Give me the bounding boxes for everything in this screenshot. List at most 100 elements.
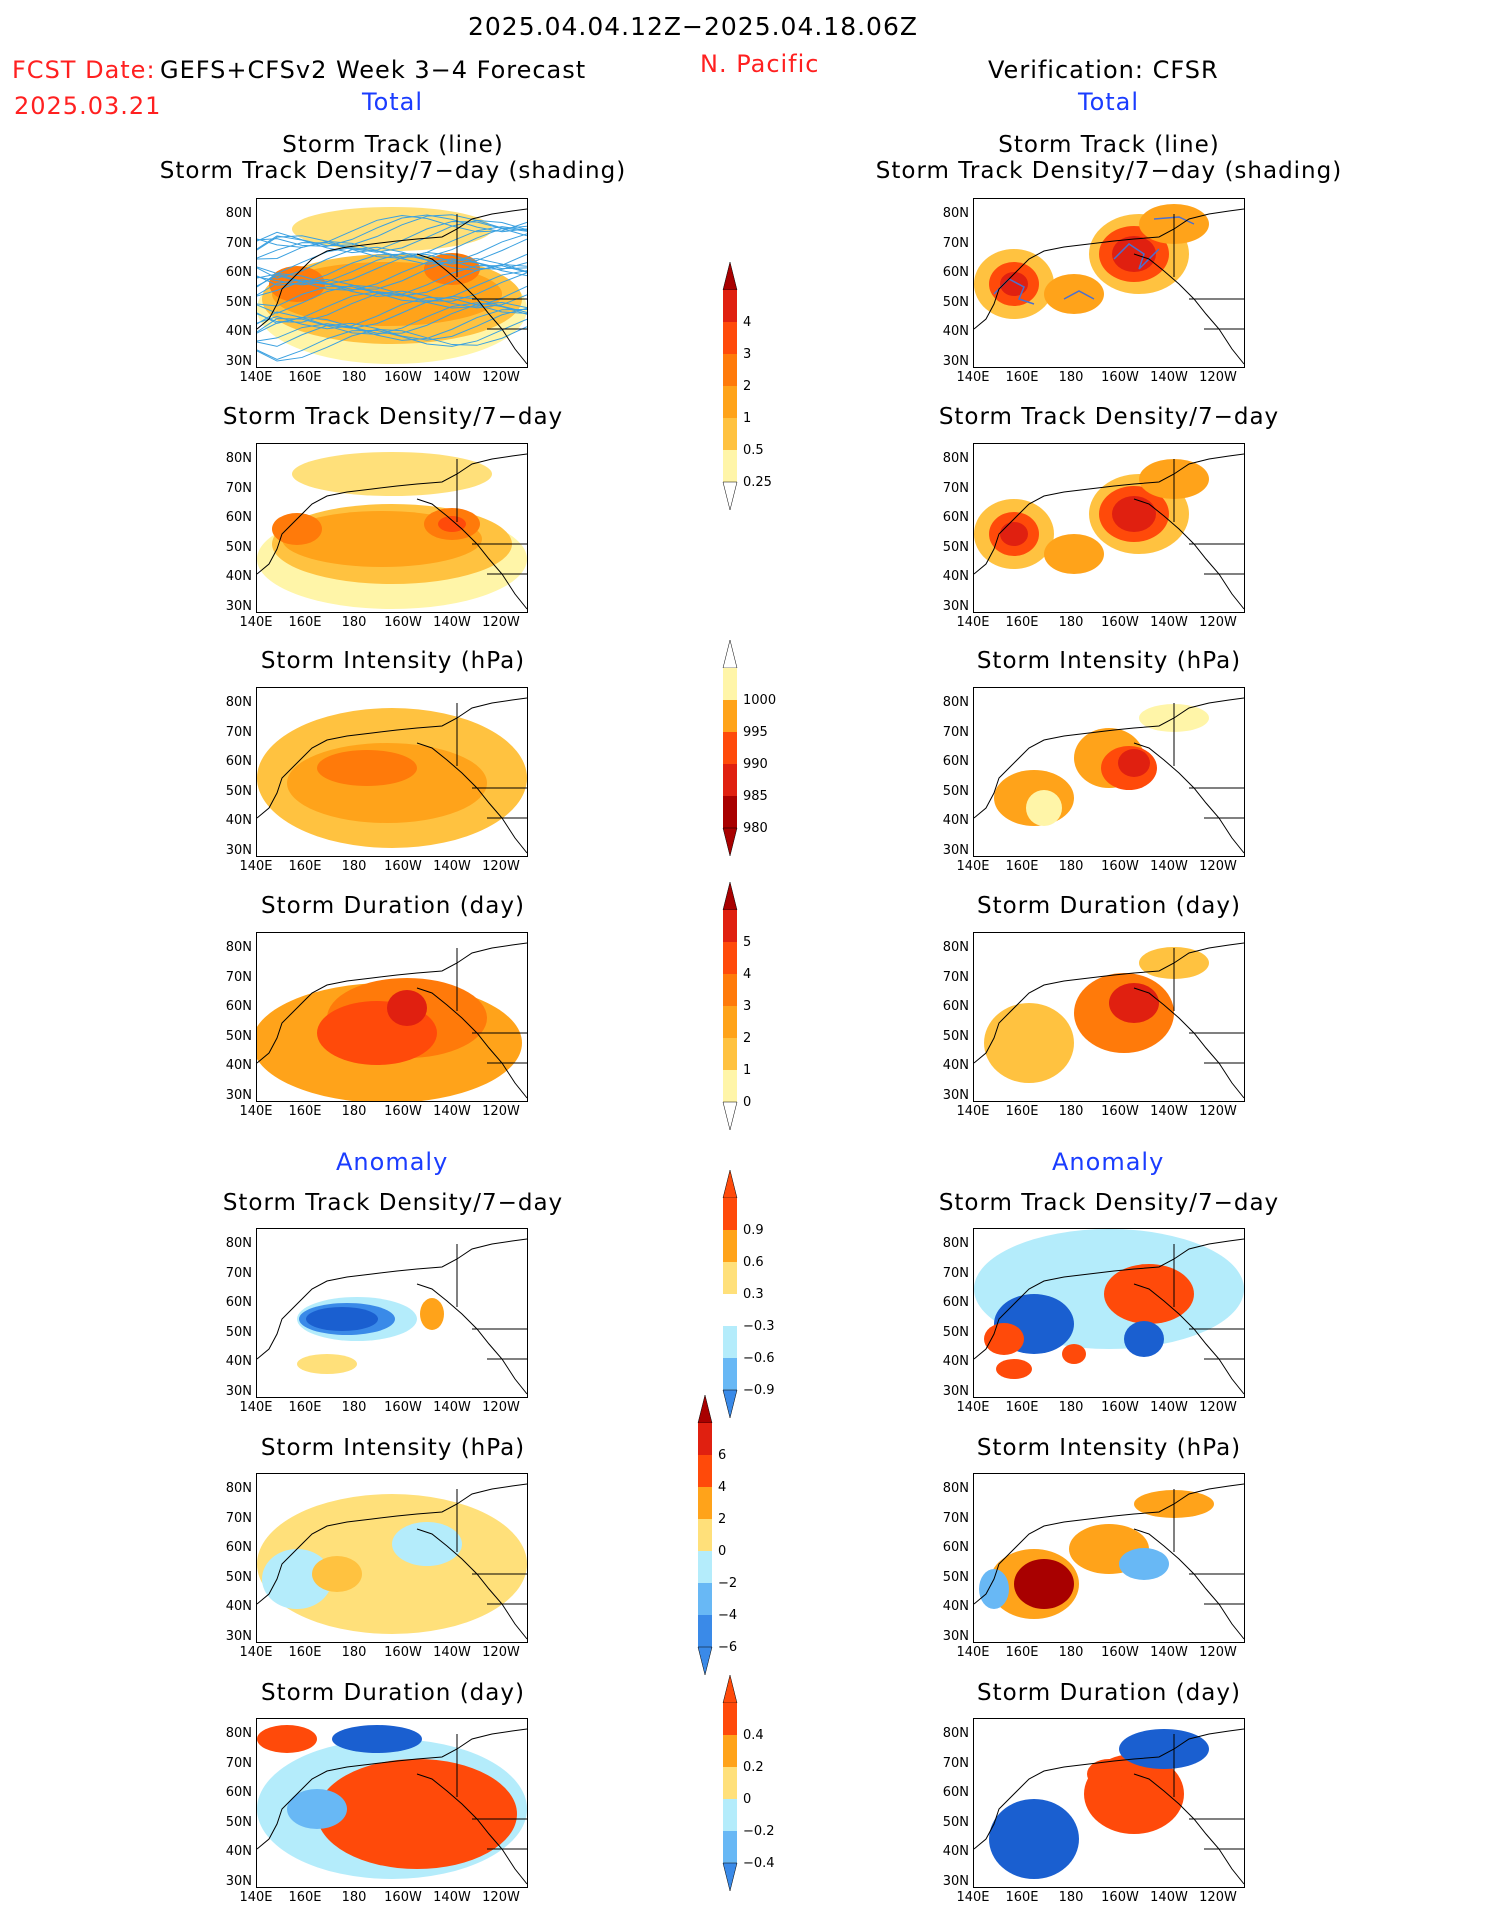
- coastline: [257, 1238, 527, 1395]
- colorbar-segment: [723, 910, 737, 942]
- lat-tick-label: 30N: [225, 598, 252, 614]
- lat-tick-label: 70N: [942, 1510, 969, 1526]
- coastline: [257, 1483, 527, 1640]
- lon-tick-label: 120W: [482, 1890, 520, 1905]
- lat-tick-label: 40N: [942, 1058, 969, 1073]
- lon-tick-label: 180: [1058, 859, 1084, 874]
- colorbar-segment: [723, 1006, 737, 1038]
- lat-tick-label: 30N: [942, 1087, 969, 1103]
- lat-tick-label: 40N: [942, 1599, 969, 1614]
- lon-tick-label: 160W: [1101, 370, 1139, 385]
- lat-tick-label: 50N: [225, 1814, 252, 1830]
- fcst-date-label: FCST Date:: [12, 56, 156, 84]
- lon-tick-label: 160W: [384, 615, 422, 630]
- lon-tick-label: 160W: [384, 1400, 422, 1415]
- map-verification-total-intensity: [973, 687, 1245, 857]
- colorbar-label: 4: [743, 315, 751, 330]
- lat-tick-label: 30N: [225, 1873, 252, 1889]
- lat-tick-label: 60N: [942, 265, 969, 280]
- lat-tick-label: 60N: [225, 1540, 252, 1555]
- colorbar-label: 0: [718, 1544, 726, 1559]
- lat-tick-label: 60N: [942, 754, 969, 769]
- lon-tick-label: 140E: [239, 370, 273, 385]
- lat-tick-label: 60N: [225, 999, 252, 1014]
- shading-region: [989, 1799, 1079, 1879]
- colorbar-intensity-total: 1000 995 990 985 980: [722, 640, 776, 857]
- lon-tick-label: 120W: [482, 370, 520, 385]
- colorbar-arrow-top: [722, 1675, 738, 1704]
- lat-tick-label: 70N: [942, 724, 969, 740]
- map-verification-total-density: [973, 443, 1245, 613]
- lon-tick-label: 160W: [1101, 1400, 1139, 1415]
- lon-tick-label: 120W: [482, 615, 520, 630]
- storm-track-line: [257, 233, 527, 275]
- colorbar-segment: [698, 1551, 712, 1583]
- colorbar-arrow-top: [722, 1170, 738, 1199]
- colorbar-label: −6: [718, 1640, 737, 1655]
- storm-track-line: [257, 221, 527, 254]
- colorbar-segment: [723, 700, 737, 732]
- lon-tick-label: 140E: [956, 370, 990, 385]
- storm-track-line: [257, 258, 527, 291]
- colorbar-arrow-bottom: [722, 1862, 738, 1892]
- lon-tick-label: 140W: [1150, 1400, 1188, 1415]
- shading-region: [392, 1522, 462, 1566]
- panel-title-anom-density-right: Storm Track Density/7−day: [938, 1190, 1280, 1216]
- shading-region: [438, 516, 466, 532]
- colorbar-segment: [723, 1294, 737, 1326]
- map-forecast-total-duration: [256, 932, 528, 1102]
- colorbar-segment: [723, 796, 737, 828]
- shading-region: [1112, 496, 1156, 532]
- colorbar-segment: [723, 1070, 737, 1102]
- shading-region: [979, 1569, 1009, 1609]
- map-verification-anomaly-density: [973, 1228, 1245, 1398]
- panel-title-intensity-right: Storm Intensity (hPa): [976, 648, 1242, 674]
- storm-track-line: [257, 251, 527, 285]
- lat-tick-label: 30N: [942, 598, 969, 614]
- colorbar-arrow-bottom: [722, 1389, 738, 1419]
- map-verification-anomaly-intensity: [973, 1473, 1245, 1643]
- storm-track-line: [1113, 243, 1160, 270]
- lat-tick-label: 50N: [225, 294, 252, 310]
- lat-tick-label: 70N: [942, 1755, 969, 1771]
- colorbar-segment: [698, 1519, 712, 1551]
- shading-region: [292, 452, 492, 496]
- lon-tick-label: 120W: [1199, 370, 1237, 385]
- lon-tick-label: 140W: [1150, 615, 1188, 630]
- lat-tick-label: 40N: [225, 1058, 252, 1073]
- lat-tick-label: 80N: [942, 1236, 969, 1251]
- lat-tick-label: 60N: [225, 754, 252, 769]
- coastline: [257, 1728, 527, 1885]
- lat-tick-label: 50N: [942, 294, 969, 310]
- lat-tick-label: 30N: [225, 1087, 252, 1103]
- lat-tick-label: 70N: [225, 1265, 252, 1281]
- shading-region: [257, 1725, 317, 1753]
- shading-region: [1119, 1548, 1169, 1580]
- storm-track-line: [1063, 290, 1095, 300]
- colorbar-label: 4: [743, 967, 751, 982]
- lat-tick-label: 30N: [225, 353, 252, 369]
- colorbar-segment: [723, 1326, 737, 1358]
- lon-tick-label: 140W: [433, 370, 471, 385]
- lon-tick-label: 140E: [956, 1645, 990, 1660]
- colorbar-arrow-top: [697, 1395, 713, 1424]
- lon-tick-label: 160E: [1005, 1645, 1039, 1660]
- colorbar-segment: [723, 942, 737, 974]
- storm-track-line: [257, 290, 527, 323]
- shading-region: [272, 513, 322, 545]
- coastline: [974, 453, 1244, 610]
- section-total-right: Total: [1078, 88, 1140, 116]
- lon-tick-label: 160E: [288, 1104, 322, 1119]
- colorbar-label: 0.5: [743, 443, 764, 458]
- lon-tick-label: 140E: [239, 1104, 273, 1119]
- lon-tick-label: 140W: [1150, 1645, 1188, 1660]
- lat-tick-label: 70N: [225, 480, 252, 496]
- colorbar-label: −0.4: [743, 1856, 775, 1871]
- colorbar-label: 990: [743, 757, 768, 772]
- lat-tick-label: 80N: [942, 695, 969, 710]
- colorbar-label: −0.3: [743, 1319, 775, 1334]
- colorbar-arrow-top: [722, 262, 738, 291]
- lon-tick-label: 160E: [1005, 1890, 1039, 1905]
- lat-tick-label: 50N: [225, 783, 252, 799]
- colorbar-arrow-bottom: [697, 1646, 713, 1676]
